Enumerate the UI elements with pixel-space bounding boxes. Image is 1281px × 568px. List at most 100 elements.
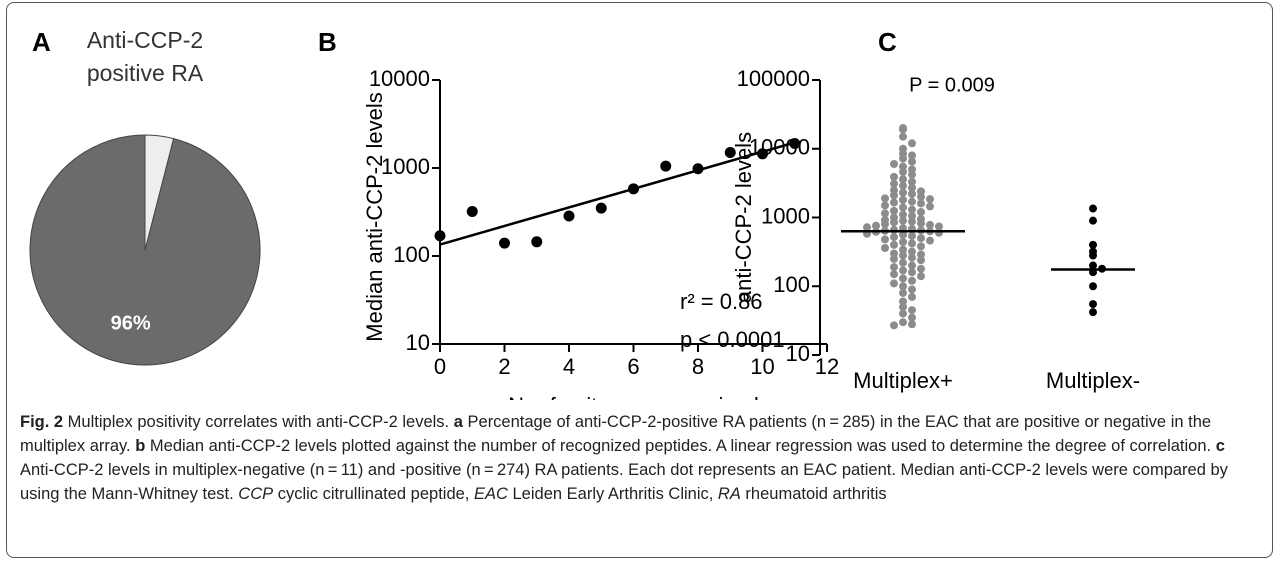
data-point	[881, 201, 889, 210]
data-point	[899, 302, 907, 311]
data-point	[899, 188, 907, 197]
data-point	[908, 285, 916, 294]
annotation: r² = 0.86	[680, 289, 763, 314]
data-point	[1089, 251, 1097, 260]
figure-frame	[6, 2, 1273, 558]
caption-text: Leiden Early Arthritis Clinic,	[507, 485, 718, 503]
data-point	[628, 183, 639, 195]
data-point	[899, 318, 907, 327]
caption-text: Anti-CCP-2 levels in multiplex-negative …	[20, 461, 1228, 503]
data-point	[890, 254, 898, 263]
data-point	[935, 222, 943, 231]
data-point	[890, 206, 898, 215]
data-point	[899, 181, 907, 190]
data-point	[899, 266, 907, 275]
data-point	[757, 148, 768, 160]
data-point	[1089, 308, 1097, 317]
data-point	[917, 199, 925, 208]
data-point	[890, 179, 898, 188]
data-point	[899, 251, 907, 260]
y-tick-label: 100000	[737, 66, 810, 91]
y-axis-label: Median anti-CCP-2 levels	[362, 92, 387, 341]
data-point	[881, 235, 889, 244]
data-point	[692, 163, 704, 175]
data-point	[434, 230, 446, 242]
data-point	[899, 238, 907, 247]
data-point	[908, 170, 916, 179]
data-point	[899, 282, 907, 291]
data-label: 96%	[111, 312, 151, 334]
data-point	[899, 167, 907, 176]
y-tick-label: 100	[393, 242, 430, 267]
caption-abbr: EAC	[473, 485, 508, 503]
panel-label: A	[32, 27, 51, 57]
data-point	[935, 228, 943, 237]
data-point	[917, 256, 925, 265]
y-tick-label: 10000	[749, 135, 810, 160]
y-tick-label: 10	[406, 330, 430, 355]
data-point	[899, 154, 907, 163]
data-point	[1089, 204, 1097, 213]
y-tick-label: 1000	[381, 154, 430, 179]
data-point	[899, 245, 907, 254]
data-point	[908, 320, 916, 329]
data-point	[863, 223, 871, 232]
caption-text: rheumatoid arthritis	[740, 485, 887, 503]
data-point	[917, 234, 925, 243]
data-point	[890, 270, 898, 279]
caption-panel: b	[135, 437, 146, 455]
data-point	[908, 292, 916, 301]
caption-label: Fig. 2	[20, 413, 64, 431]
data-point	[899, 132, 907, 141]
caption-panel: c	[1215, 437, 1225, 455]
data-point	[724, 147, 736, 159]
data-point	[917, 219, 925, 228]
data-point	[1089, 261, 1097, 270]
data-point	[563, 210, 575, 222]
data-point	[899, 125, 907, 134]
chart-title: positive RA	[87, 60, 204, 86]
data-point	[908, 197, 916, 206]
chart-title: P = 0.009	[909, 74, 995, 96]
pie-slice	[144, 134, 175, 251]
data-point	[890, 233, 898, 242]
data-point	[881, 194, 889, 203]
data-point	[899, 274, 907, 283]
data-point	[908, 231, 916, 240]
data-point	[881, 244, 889, 253]
data-point	[908, 151, 916, 160]
data-point	[466, 206, 478, 218]
data-point	[899, 258, 907, 267]
data-point	[890, 321, 898, 330]
data-point	[908, 212, 916, 221]
caption-abbr: RA	[717, 485, 741, 503]
data-point	[899, 203, 907, 212]
data-point	[899, 309, 907, 318]
data-point	[881, 220, 889, 229]
x-axis-label: Nr of epitopes recognized	[508, 393, 759, 400]
data-point	[890, 279, 898, 288]
data-point	[917, 242, 925, 251]
x-tick-label: 12	[815, 354, 839, 379]
data-point	[899, 230, 907, 239]
data-point	[890, 225, 898, 234]
y-tick-label: 100	[773, 272, 810, 297]
data-point	[595, 202, 607, 214]
caption-panel: a	[453, 413, 463, 431]
data-point	[890, 263, 898, 272]
data-point	[890, 191, 898, 200]
data-point	[899, 175, 907, 184]
data-point	[890, 172, 898, 181]
data-point	[908, 247, 916, 256]
data-point	[908, 189, 916, 198]
data-point	[908, 276, 916, 285]
data-point	[908, 239, 916, 248]
x-tick-label: 10	[750, 354, 774, 379]
data-point	[917, 192, 925, 201]
data-point	[872, 221, 880, 230]
caption-text: Percentage of anti-CCP-2-positive RA pat…	[20, 413, 1212, 455]
data-point	[899, 210, 907, 219]
x-tick-label: Multiplex-	[1046, 368, 1140, 393]
